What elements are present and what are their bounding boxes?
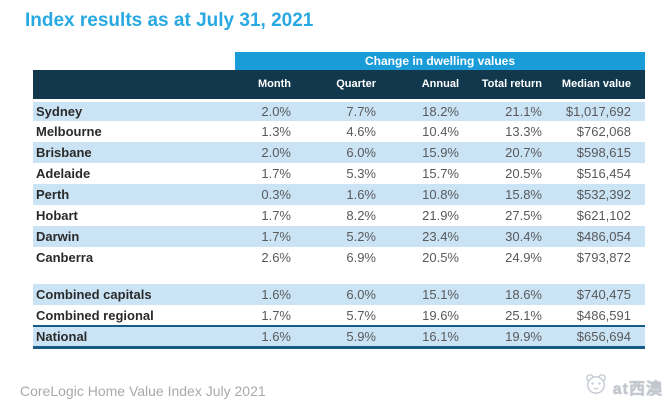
value-cell: 24.9% <box>505 250 542 265</box>
value-cell: 4.6% <box>346 124 376 139</box>
value-cell: 15.7% <box>422 166 459 181</box>
value-cell: 1.6% <box>300 184 385 205</box>
dwelling-values-banner: Change in dwelling values <box>235 52 645 70</box>
value-cell: 19.6% <box>422 307 459 323</box>
row-label: Perth <box>33 184 240 205</box>
value-cell: 0.3% <box>240 184 300 205</box>
value-cell: 20.5% <box>505 166 542 181</box>
value-cell: 20.7% <box>468 142 552 163</box>
value-cell: $656,694 <box>552 325 645 349</box>
table-row: Melbourne 1.3% 4.6% 10.4% 13.3% $762,068 <box>33 121 645 142</box>
row-label-header <box>33 70 240 102</box>
value-cell: $793,872 <box>576 250 631 265</box>
value-cell: 2.6% <box>261 250 291 265</box>
value-cell: 18.6% <box>468 284 552 305</box>
value-cell: 13.3% <box>505 124 542 139</box>
table-row: Perth 0.3% 1.6% 10.8% 15.8% $532,392 <box>33 184 645 205</box>
value-cell: 5.3% <box>346 166 376 181</box>
table-container: Change in dwelling values Month Quarter An… <box>33 52 645 349</box>
value-cell: 21.9% <box>422 208 459 223</box>
row-label: Combined capitals <box>33 284 240 305</box>
value-cell: 15.9% <box>385 142 468 163</box>
value-cell: $598,615 <box>552 142 645 163</box>
value-cell: 1.7% <box>261 307 291 323</box>
table-gap <box>33 268 645 284</box>
value-cell: 10.8% <box>385 184 468 205</box>
row-label: Combined regional <box>36 307 154 323</box>
value-cell: 21.1% <box>468 100 552 121</box>
row-label: Hobart <box>36 208 78 223</box>
table-row: Brisbane 2.0% 6.0% 15.9% 20.7% $598,615 <box>33 142 645 163</box>
value-cell: $486,054 <box>552 226 645 247</box>
table-row: Sydney 2.0% 7.7% 18.2% 21.1% $1,017,692 <box>33 100 645 121</box>
value-cell: 23.4% <box>385 226 468 247</box>
value-cell: 1.7% <box>261 166 291 181</box>
value-cell: 8.2% <box>346 208 376 223</box>
value-cell: 6.0% <box>300 142 385 163</box>
value-cell: 27.5% <box>505 208 542 223</box>
row-label: Sydney <box>33 100 240 121</box>
value-cell: 1.6% <box>240 325 300 349</box>
table-row: National 1.6% 5.9% 16.1% 19.9% $656,694 <box>33 325 645 349</box>
table-row: Darwin 1.7% 5.2% 23.4% 30.4% $486,054 <box>33 226 645 247</box>
row-label: Darwin <box>33 226 240 247</box>
value-cell: 25.1% <box>505 307 542 323</box>
table-row: Adelaide 1.7% 5.3% 15.7% 20.5% $516,454 <box>33 163 645 184</box>
results-table: Month Quarter Annual Total return Median val… <box>33 70 645 349</box>
value-cell: 2.0% <box>240 100 300 121</box>
value-cell: $486,591 <box>576 307 631 323</box>
value-cell: 5.7% <box>346 307 376 323</box>
value-cell: 1.7% <box>261 208 291 223</box>
value-cell: 2.0% <box>240 142 300 163</box>
watermark: at西澳 <box>583 372 663 401</box>
value-cell: 6.9% <box>346 250 376 265</box>
value-cell: 1.7% <box>240 226 300 247</box>
column-header: Month <box>240 70 300 102</box>
table-row: Combined capitals 1.6% 6.0% 15.1% 18.6% $740,… <box>33 284 645 305</box>
value-cell: 20.5% <box>422 250 459 265</box>
value-cell: 6.0% <box>300 284 385 305</box>
table-row: Canberra 2.6% 6.9% 20.5% 24.9% $793,872 <box>33 247 645 268</box>
row-label: National <box>33 325 240 349</box>
value-cell: 19.9% <box>468 325 552 349</box>
row-label: Canberra <box>36 250 94 265</box>
value-cell: 10.4% <box>422 124 459 139</box>
row-label: Adelaide <box>36 166 91 181</box>
watermark-text: at西澳 <box>612 380 663 398</box>
footer-caption: CoreLogic Home Value Index July 2021 <box>20 383 266 399</box>
value-cell: 30.4% <box>468 226 552 247</box>
column-header: Median value <box>552 70 645 102</box>
value-cell: $516,454 <box>576 166 631 181</box>
value-cell: 5.2% <box>300 226 385 247</box>
value-cell: $621,102 <box>576 208 631 223</box>
value-cell: 15.1% <box>385 284 468 305</box>
value-cell: 1.3% <box>261 124 291 139</box>
row-label: Melbourne <box>36 124 102 139</box>
page-title: Index results as at July 31, 2021 <box>25 10 314 31</box>
value-cell: 1.6% <box>240 284 300 305</box>
value-cell: $1,017,692 <box>552 100 645 121</box>
table-row: Combined regional 1.7% 5.7% 19.6% 25.1% $486,… <box>33 305 645 326</box>
value-cell: $740,475 <box>552 284 645 305</box>
value-cell: $762,068 <box>576 124 631 139</box>
value-cell: 18.2% <box>385 100 468 121</box>
value-cell: 15.8% <box>468 184 552 205</box>
value-cell: 7.7% <box>300 100 385 121</box>
row-label: Brisbane <box>33 142 240 163</box>
column-header: Quarter <box>300 70 385 102</box>
panda-icon <box>583 372 609 401</box>
value-cell: $532,392 <box>552 184 645 205</box>
column-header: Total return <box>468 70 552 102</box>
column-header: Annual <box>385 70 468 102</box>
column-header-row: Month Quarter Annual Total return Median val… <box>33 70 645 102</box>
value-cell: 5.9% <box>300 325 385 349</box>
table-row: Hobart 1.7% 8.2% 21.9% 27.5% $621,102 <box>33 205 645 226</box>
value-cell: 16.1% <box>385 325 468 349</box>
table-body: Sydney 2.0% 7.7% 18.2% 21.1% $1,017,692 Melbou… <box>33 100 645 349</box>
